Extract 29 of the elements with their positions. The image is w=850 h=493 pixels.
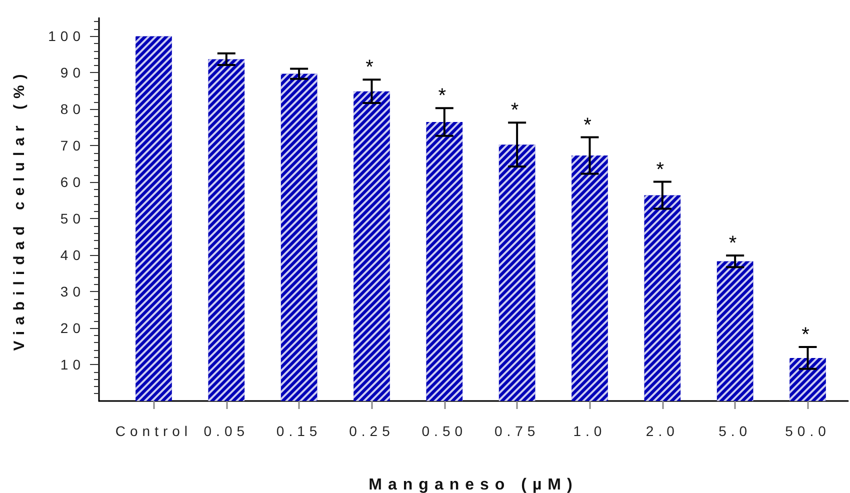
annotation: * (584, 114, 596, 136)
y-tick-label: 10 (60, 356, 85, 373)
x-tick-label: 2.0 (646, 423, 679, 439)
x-tick-label: 0.25 (349, 423, 394, 439)
y-tick-label: 70 (60, 138, 85, 154)
y-tick-label: 90 (60, 64, 85, 81)
y-tick-label: 40 (60, 247, 85, 264)
x-tick-label: 5.0 (718, 423, 752, 439)
annotation: * (366, 56, 378, 79)
annotation: * (728, 232, 742, 254)
y-tick-label: 20 (60, 320, 85, 336)
annotation: * (510, 100, 524, 122)
annotation: * (802, 324, 814, 346)
y-tick-label: 80 (60, 101, 85, 118)
x-tick-label: 0.50 (422, 423, 468, 439)
y-tick-label: 60 (60, 174, 85, 190)
x-tick-label: Control (115, 423, 192, 439)
x-axis-title: Manganeso (µM) (368, 476, 578, 493)
annotation: * (656, 158, 669, 181)
x-tick-label: 0.75 (494, 423, 540, 439)
y-tick-label: 30 (60, 284, 85, 300)
y-tick-label: 100 (48, 28, 85, 44)
y-axis-title: Viabilidad celular (%) (11, 68, 28, 351)
x-tick-label: 0.05 (204, 423, 250, 439)
x-tick-label: 50.0 (785, 423, 830, 439)
annotation: * (438, 85, 451, 108)
y-tick-label: 50 (60, 210, 85, 227)
x-tick-label: 1.0 (573, 423, 606, 439)
x-tick-label: 0.15 (276, 423, 322, 439)
